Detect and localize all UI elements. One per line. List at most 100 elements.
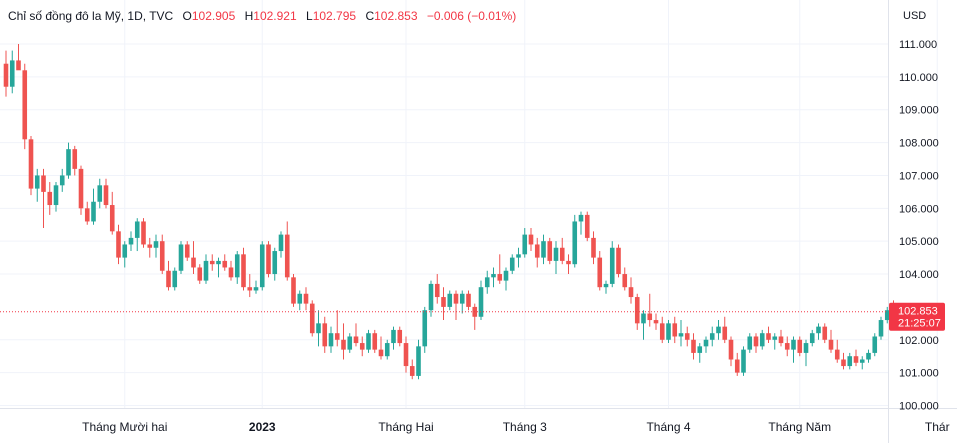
time-tick: 2023 [249, 420, 276, 434]
candle [122, 241, 128, 268]
candle [41, 168, 46, 229]
candle-body [822, 326, 828, 340]
candle-body [684, 333, 690, 340]
candle [441, 287, 446, 321]
candle [628, 277, 634, 304]
time-tick: Tháng Năm [768, 420, 831, 434]
candle [659, 316, 665, 344]
candle [403, 336, 409, 373]
candle [309, 300, 315, 337]
candle [841, 352, 846, 370]
candle [547, 237, 553, 265]
candle [316, 310, 321, 347]
candle-body [172, 270, 178, 288]
candle [228, 260, 234, 281]
candle [834, 339, 840, 363]
candle-body [666, 323, 671, 340]
candle-body [341, 339, 346, 350]
open-label: O [182, 9, 192, 23]
candle [166, 260, 171, 291]
candle-body [28, 139, 34, 189]
candle-body [553, 247, 559, 261]
candle-body [203, 260, 209, 281]
candle [47, 182, 53, 215]
candle [553, 241, 559, 275]
candle [416, 339, 421, 380]
candle [747, 333, 753, 353]
symbol-title[interactable]: Chỉ số đồng đô la Mỹ, 1D, TVC [8, 9, 174, 23]
candle-body [528, 234, 534, 245]
candle-body [466, 293, 471, 307]
candle-body [72, 149, 78, 169]
candle [278, 231, 284, 258]
high-label: H [244, 9, 254, 23]
candle [334, 310, 340, 347]
candle [178, 241, 184, 275]
candle-body [753, 336, 759, 347]
candle [397, 326, 403, 347]
candle [34, 168, 40, 202]
candle-body [566, 260, 571, 265]
price-axis[interactable]: 111.000 110.000 109.000 108.000 107.000 106.0… [899, 39, 939, 413]
candle [634, 293, 640, 330]
candle-body [78, 168, 84, 209]
candle-body [784, 343, 790, 350]
candle [716, 320, 721, 340]
candle [272, 247, 278, 281]
candle [66, 142, 71, 179]
candle [153, 234, 159, 258]
candle [709, 326, 715, 347]
candle [128, 231, 134, 252]
candle [366, 329, 371, 353]
candle-body [103, 185, 109, 206]
time-axis[interactable]: Tháng Mười hai 2023 Tháng Hai Tháng 3 Tháng … [82, 420, 949, 434]
candle-body [109, 205, 115, 232]
candle [9, 50, 15, 94]
candle-body [403, 343, 409, 367]
price-tick: 110.000 [899, 72, 938, 84]
candle [428, 280, 434, 317]
candle-body [53, 185, 59, 206]
candle [147, 237, 153, 258]
candle [453, 290, 459, 321]
candle [803, 339, 809, 367]
candle [703, 336, 709, 353]
candle [622, 267, 628, 291]
candle [16, 44, 21, 71]
candle-body [284, 234, 290, 278]
candle-body [578, 214, 584, 222]
candle [409, 359, 415, 380]
candle [103, 178, 109, 209]
price-tick: 105.000 [899, 236, 939, 248]
candle-body [22, 70, 28, 140]
candle-body [591, 237, 596, 258]
candle-body [159, 241, 165, 271]
candle [559, 237, 565, 265]
currency-label[interactable]: USD [903, 10, 927, 22]
candle [59, 168, 65, 192]
candle-body [866, 352, 871, 360]
candle [159, 234, 165, 275]
candle-body [191, 257, 196, 268]
candle-body [872, 336, 878, 353]
candle-body [803, 343, 809, 353]
candle [97, 178, 103, 209]
candle-body [434, 283, 440, 298]
candle-body [834, 349, 840, 360]
candle-body [3, 63, 9, 87]
candle-body [828, 339, 834, 350]
candle-body [878, 320, 884, 337]
time-tick: Thár [925, 420, 950, 434]
candle-body [209, 260, 215, 265]
candle-body [153, 241, 159, 248]
candle-body [134, 221, 140, 238]
candle-body [691, 339, 696, 353]
candle-body [603, 283, 609, 288]
candle-body [491, 274, 496, 278]
candle-body [128, 237, 134, 245]
symbol-legend: Chỉ số đồng đô la Mỹ, 1D, TVC O102.905 H… [8, 9, 516, 23]
candle [497, 254, 503, 284]
candle [691, 333, 696, 360]
